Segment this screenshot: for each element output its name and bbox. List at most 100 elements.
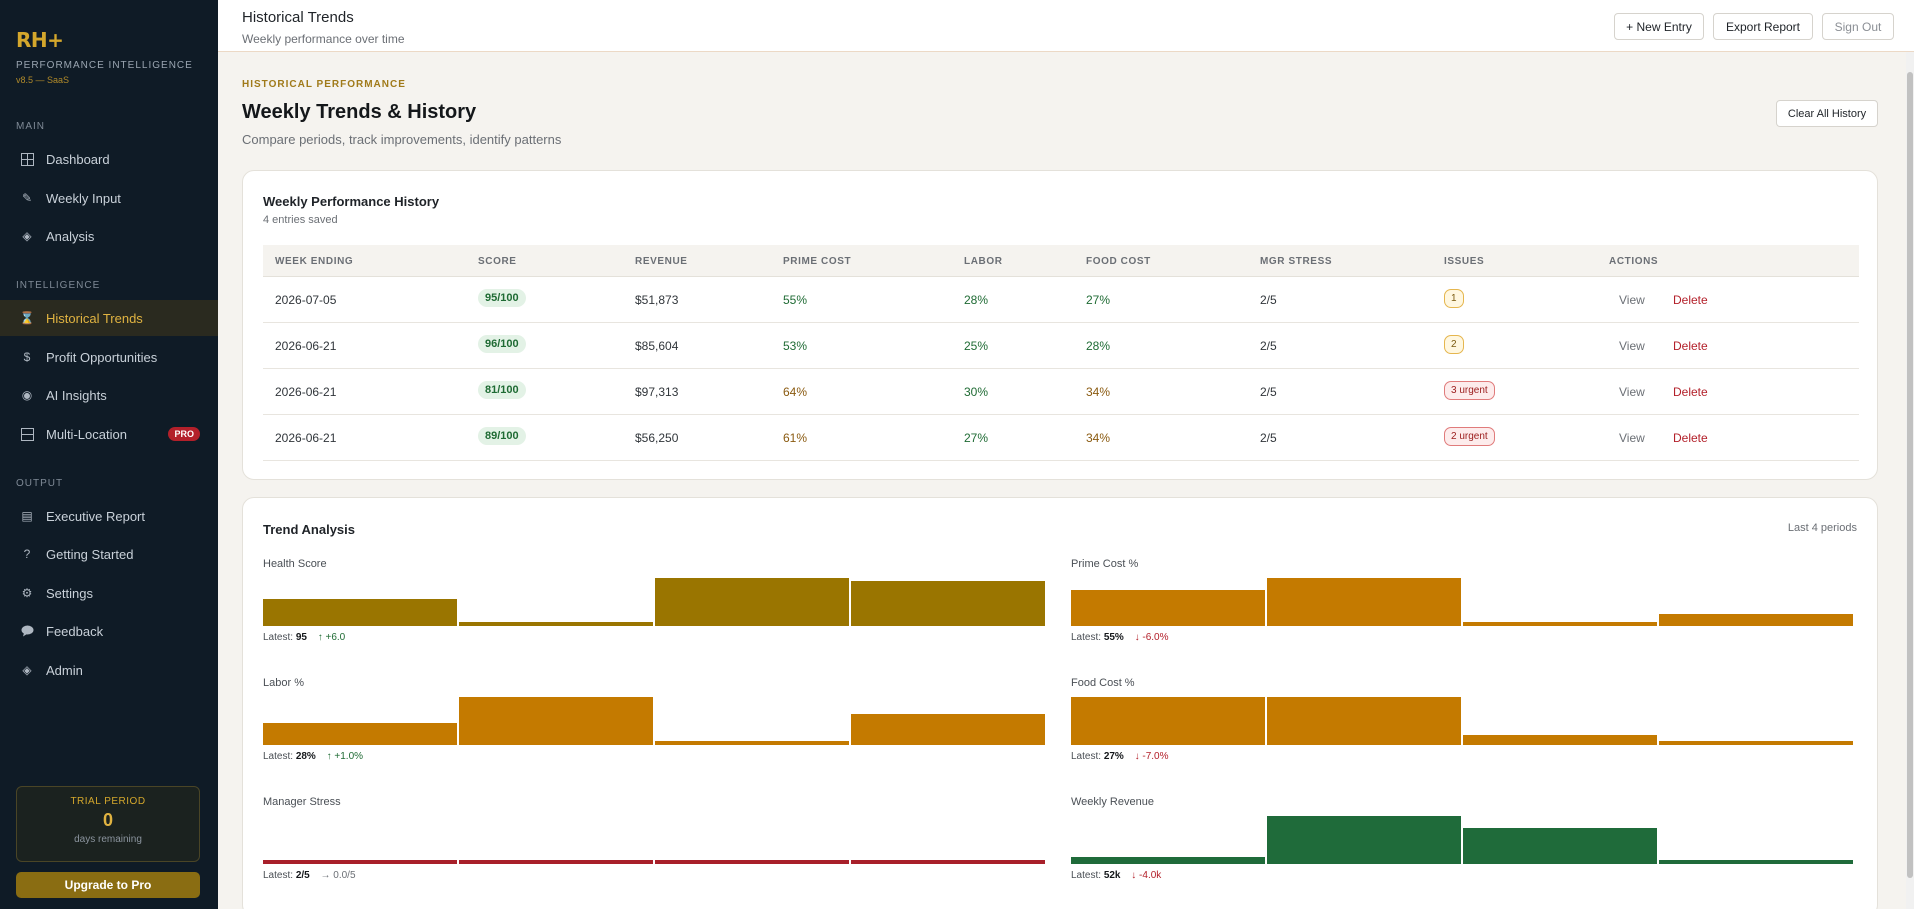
trend-chart-food-cost: Food Cost % Latest: 27% ↓ -7.0% — [1071, 677, 1853, 762]
chart-bars — [1071, 812, 1853, 864]
delete-button[interactable]: Delete — [1673, 339, 1708, 353]
sidebar-item-settings[interactable]: ⚙ Settings — [0, 575, 218, 611]
table-row: 2026-06-21 96/100 $85,604 53% 25% 28% 2/… — [263, 323, 1859, 369]
sidebar-item-profit-opportunities[interactable]: $ Profit Opportunities — [0, 339, 218, 375]
cell-labor: 28% — [964, 293, 989, 307]
cell-mgr-stress: 2/5 — [1260, 385, 1277, 399]
scrollbar-thumb[interactable] — [1907, 72, 1913, 878]
sidebar-item-label: Analysis — [46, 228, 95, 244]
cell-mgr-stress: 2/5 — [1260, 431, 1277, 445]
cell-revenue: $97,313 — [635, 385, 679, 399]
report-icon: ▤ — [21, 509, 33, 523]
clear-history-button[interactable]: Clear All History — [1776, 100, 1878, 127]
view-button[interactable]: View — [1619, 339, 1645, 353]
view-button[interactable]: View — [1619, 293, 1645, 307]
cell-prime-cost: 64% — [783, 385, 808, 399]
export-report-button[interactable]: Export Report — [1713, 13, 1813, 40]
chart-bar — [655, 578, 849, 626]
chart-bar — [459, 697, 653, 745]
chart-bar — [851, 581, 1045, 626]
dollar-icon: $ — [23, 350, 31, 364]
cell-labor: 27% — [964, 431, 989, 445]
gear-icon: ⚙ — [21, 586, 33, 600]
latest-delta: ↓ -4.0k — [1131, 870, 1162, 881]
delete-button[interactable]: Delete — [1673, 293, 1708, 307]
page-eyebrow: HISTORICAL PERFORMANCE — [242, 79, 406, 90]
column-header: FOOD COST — [1086, 256, 1151, 267]
latest-value: 27% — [1103, 751, 1124, 762]
issues-badge: 3 urgent — [1444, 381, 1495, 400]
chart-bar — [851, 714, 1045, 745]
brand: RH+ PERFORMANCE INTELLIGENCE v8.5 — SaaS — [0, 0, 218, 85]
sidebar-item-label: Profit Opportunities — [46, 349, 158, 365]
table-row: 2026-07-05 95/100 $51,873 55% 28% 27% 2/… — [263, 277, 1859, 323]
building-icon — [20, 427, 34, 441]
sidebar-item-weekly-input[interactable]: ✎ Weekly Input — [0, 180, 218, 216]
trend-chart-prime-cost: Prime Cost % Latest: 55% ↓ -6.0% — [1071, 558, 1853, 643]
chart-bar — [1071, 857, 1265, 864]
cell-week: 2026-06-21 — [275, 431, 337, 445]
sidebar-item-dashboard[interactable]: Dashboard — [0, 141, 218, 177]
chart-bar — [1463, 735, 1657, 745]
score-badge: 96/100 — [478, 335, 526, 353]
upgrade-button[interactable]: Upgrade to Pro — [16, 872, 200, 898]
chart-latest: Latest: 52k ↓ -4.0k — [1071, 870, 1851, 881]
view-button[interactable]: View — [1619, 431, 1645, 445]
sidebar-item-admin[interactable]: ◈ Admin — [0, 652, 218, 688]
column-header: SCORE — [478, 256, 517, 267]
view-button[interactable]: View — [1619, 385, 1645, 399]
chart-bar — [655, 860, 849, 864]
period-label: Last 4 periods — [1787, 522, 1857, 534]
latest-delta: ↓ -6.0% — [1134, 632, 1169, 643]
latest-prefix: Latest: — [263, 870, 294, 881]
pro-badge: PRO — [168, 427, 200, 441]
latest-value: 28% — [295, 751, 316, 762]
column-header: REVENUE — [635, 256, 688, 267]
issues-badge: 2 — [1444, 335, 1464, 354]
chart-bars — [1071, 693, 1853, 745]
chart-latest: Latest: 95 ↑ +6.0 — [263, 632, 1043, 643]
page-subtitle: Compare periods, track improvements, ide… — [242, 132, 562, 147]
cell-labor: 30% — [964, 385, 989, 399]
delete-button[interactable]: Delete — [1673, 385, 1708, 399]
brand-subtitle: PERFORMANCE INTELLIGENCE — [16, 60, 193, 71]
latest-prefix: Latest: — [263, 632, 294, 643]
sidebar-item-executive-report[interactable]: ▤ Executive Report — [0, 498, 218, 534]
delete-button[interactable]: Delete — [1673, 431, 1708, 445]
sidebar-item-label: Admin — [46, 662, 83, 678]
chart-bar — [1463, 622, 1657, 626]
sidebar-item-historical-trends[interactable]: ⌛ Historical Trends — [0, 300, 218, 336]
cell-mgr-stress: 2/5 — [1260, 339, 1277, 353]
sidebar-item-ai-insights[interactable]: ◉ AI Insights — [0, 377, 218, 413]
new-entry-button[interactable]: + New Entry — [1614, 13, 1704, 40]
cell-food-cost: 28% — [1086, 339, 1111, 353]
sign-out-button[interactable]: Sign Out — [1822, 13, 1894, 40]
chart-bar — [263, 723, 457, 745]
cell-mgr-stress: 2/5 — [1260, 293, 1277, 307]
latest-prefix: Latest: — [263, 751, 294, 762]
header-title: Historical Trends — [242, 9, 354, 26]
sidebar-item-getting-started[interactable]: ? Getting Started — [0, 536, 218, 572]
chart-bars — [263, 693, 1045, 745]
history-subtitle: 4 entries saved — [263, 214, 338, 226]
sidebar-item-analysis[interactable]: ◈ Analysis — [0, 218, 218, 254]
cell-week: 2026-07-05 — [275, 293, 337, 307]
table-row: 2026-06-21 89/100 $56,250 61% 27% 34% 2/… — [263, 415, 1859, 461]
trend-title: Trend Analysis — [263, 522, 355, 537]
cell-food-cost: 27% — [1086, 293, 1111, 307]
target-icon: ◉ — [21, 388, 33, 402]
cell-revenue: $56,250 — [635, 431, 679, 445]
cell-week: 2026-06-21 — [275, 385, 337, 399]
chart-bar — [851, 860, 1045, 864]
latest-delta: ↑ +1.0% — [326, 751, 364, 762]
chart-bar — [1659, 741, 1853, 745]
sidebar-item-label: Historical Trends — [46, 310, 143, 326]
column-header: PRIME COST — [783, 256, 852, 267]
cell-labor: 25% — [964, 339, 989, 353]
sidebar-item-multi-location[interactable]: Multi-Location PRO — [0, 416, 218, 452]
sidebar-item-label: Settings — [46, 585, 93, 601]
chart-latest: Latest: 2/5 → 0.0/5 — [263, 870, 1043, 881]
issues-badge: 1 — [1444, 289, 1464, 308]
sidebar-item-feedback[interactable]: Feedback — [0, 613, 218, 649]
latest-prefix: Latest: — [1071, 870, 1102, 881]
